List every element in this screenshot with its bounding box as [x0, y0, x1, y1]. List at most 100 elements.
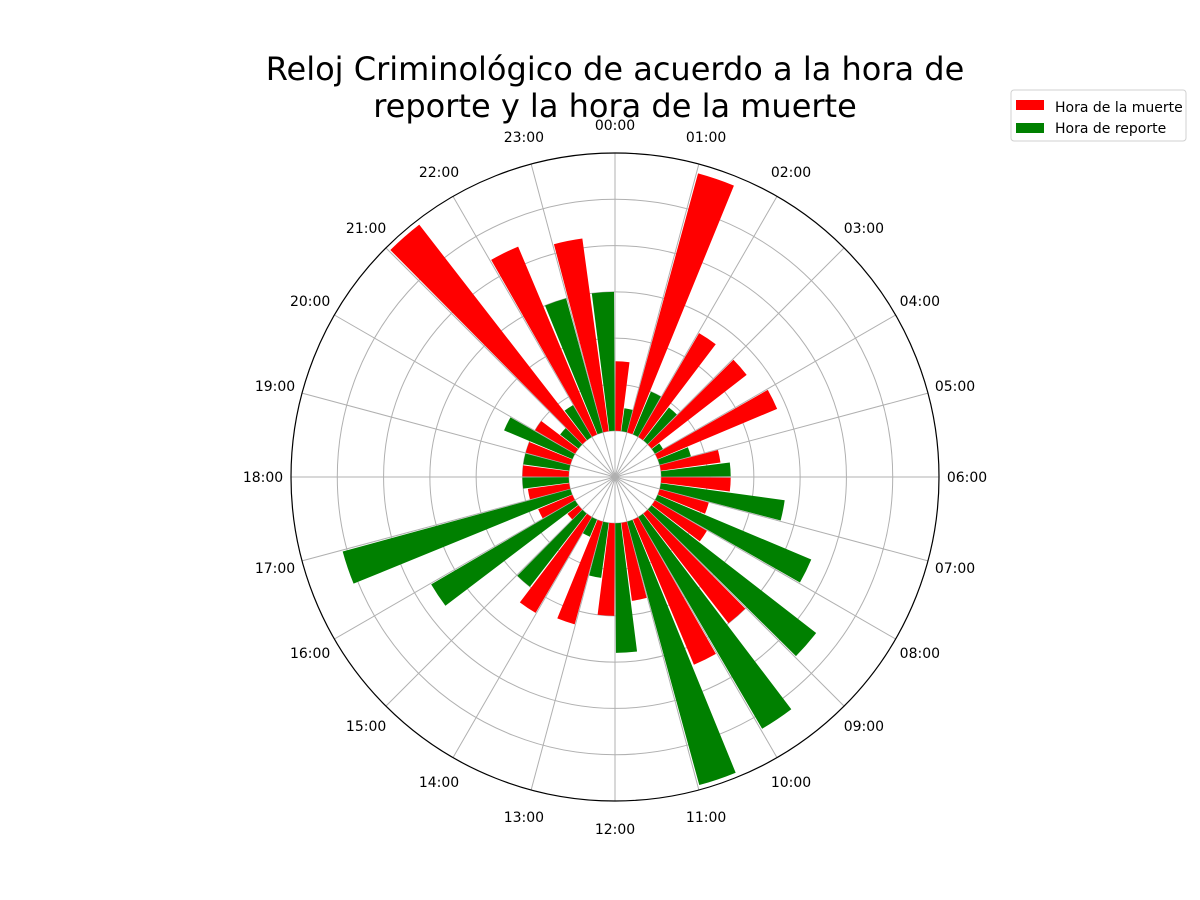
tick-label-0500: 05:00: [935, 379, 975, 395]
legend-swatch-muerte: [1016, 100, 1044, 110]
grid-spoke: [614, 247, 845, 478]
grid-spoke: [301, 476, 616, 562]
bar-muerte-2100: [390, 224, 587, 445]
grid-spoke: [452, 476, 616, 758]
bar-muerte-0500: [659, 449, 721, 471]
bar-reporte-0400: [651, 443, 663, 454]
bar-reporte-0500: [657, 447, 691, 465]
bar-muerte-0700: [657, 489, 709, 514]
bar-muerte-0900: [643, 509, 746, 624]
bar-reporte-0800: [655, 494, 812, 583]
tick-label-0400: 04:00: [900, 294, 940, 310]
bar-muerte-1100: [621, 521, 647, 601]
grid-spoke: [614, 314, 896, 478]
grid-spoke: [614, 392, 929, 478]
tick-label-0900: 09:00: [844, 719, 884, 735]
tick-label-0000: 00:00: [595, 118, 635, 134]
tick-label-1500: 15:00: [346, 719, 386, 735]
tick-label-1000: 10:00: [771, 775, 811, 791]
grid-spoke: [530, 476, 616, 791]
bar-reporte-2100: [560, 428, 583, 449]
tick-label-0200: 02:00: [771, 165, 811, 181]
bar-reporte-1400: [582, 517, 598, 537]
grid-spoke: [614, 476, 929, 562]
bar-reporte-0200: [632, 391, 661, 437]
tick-label-0700: 07:00: [935, 561, 975, 577]
bar-muerte-1200: [597, 522, 615, 616]
legend-label-reporte: Hora de reporte: [1055, 121, 1166, 137]
grid-spoke: [614, 163, 700, 478]
tick-labels: 00:00 01:00 02:00 03:00 04:00 05:00 06:00 07:00…: [243, 118, 987, 838]
grid-spoke: [614, 476, 700, 791]
tick-label-1300: 13:00: [504, 810, 544, 826]
grid-spoke: [614, 476, 845, 707]
bar-reporte-2000: [504, 417, 575, 460]
bar-muerte-0000: [615, 361, 630, 432]
bar-muerte-2300: [553, 238, 609, 433]
bar-reporte-2200: [564, 405, 592, 441]
bar-reporte-1100: [627, 519, 736, 786]
bar-muerte-0100: [627, 173, 734, 435]
grid-spoke: [530, 163, 616, 478]
bar-reporte-2300: [545, 298, 603, 435]
bar-reporte-0300: [643, 407, 677, 445]
tick-label-1200: 12:00: [595, 822, 635, 838]
tick-label-0800: 08:00: [900, 646, 940, 662]
tick-label-1900: 19:00: [255, 379, 295, 395]
bar-muerte-1600: [538, 494, 575, 519]
legend: Hora de la muerte Hora de reporte: [1010, 89, 1187, 142]
grid-spoke: [614, 476, 896, 640]
bar-muerte-1800: [522, 465, 570, 477]
chart-title-line-2: reporte y la hora de la muerte: [373, 87, 857, 125]
bar-muerte-1500: [567, 505, 583, 520]
chart-title-line-1: Reloj Criminológico de acuerdo a la hora…: [266, 50, 965, 88]
tick-label-2300: 23:00: [504, 130, 544, 146]
tick-label-2000: 20:00: [290, 294, 330, 310]
tick-label-2100: 21:00: [346, 221, 386, 237]
grid-spoke: [614, 476, 778, 758]
polar-frame: [290, 152, 940, 802]
bar-muerte-0200: [638, 333, 716, 441]
bar-reporte-0700: [659, 483, 785, 521]
bar-muerte-0300: [647, 359, 747, 449]
bar-muerte-1900: [525, 442, 573, 465]
bar-muerte-1700: [527, 483, 571, 500]
bar-reporte-1200: [615, 522, 638, 653]
bar-muerte-1300: [557, 519, 603, 625]
bar-muerte-2200: [491, 246, 598, 437]
tick-label-2200: 22:00: [419, 165, 459, 181]
bar-muerte-1400: [519, 513, 592, 613]
tick-label-0100: 01:00: [686, 130, 726, 146]
tick-label-1700: 17:00: [255, 561, 295, 577]
bars: [342, 173, 817, 786]
bar-reporte-0100: [621, 408, 633, 433]
bar-reporte-1700: [342, 489, 573, 584]
bar-reporte-1000: [638, 513, 792, 729]
legend-frame: [1010, 89, 1187, 142]
grid-spoke: [334, 314, 616, 478]
grid-spoke: [334, 476, 616, 640]
tick-label-0300: 03:00: [844, 221, 884, 237]
grid-spoke: [452, 196, 616, 478]
bar-reporte-1800: [522, 477, 570, 489]
bar-muerte-1000: [632, 517, 716, 665]
grid-spoke: [301, 392, 616, 478]
bar-reporte-1300: [589, 521, 609, 578]
tick-label-1800: 18:00: [243, 470, 283, 486]
bar-reporte-0600: [660, 462, 731, 477]
bar-reporte-1600: [431, 500, 579, 606]
grid-spoke: [385, 476, 616, 707]
tick-label-1600: 16:00: [290, 646, 330, 662]
bar-reporte-1500: [517, 509, 587, 587]
bar-muerte-2000: [535, 421, 579, 454]
bar-muerte-0400: [655, 389, 778, 460]
tick-label-1100: 11:00: [686, 810, 726, 826]
tick-label-0600: 06:00: [947, 470, 987, 486]
bar-reporte-0900: [647, 505, 817, 657]
grid-spoke: [614, 196, 778, 478]
bar-muerte-0600: [660, 477, 731, 492]
legend-label-muerte: Hora de la muerte: [1055, 100, 1183, 116]
legend-swatch-reporte: [1016, 123, 1044, 133]
grid: [290, 152, 940, 802]
